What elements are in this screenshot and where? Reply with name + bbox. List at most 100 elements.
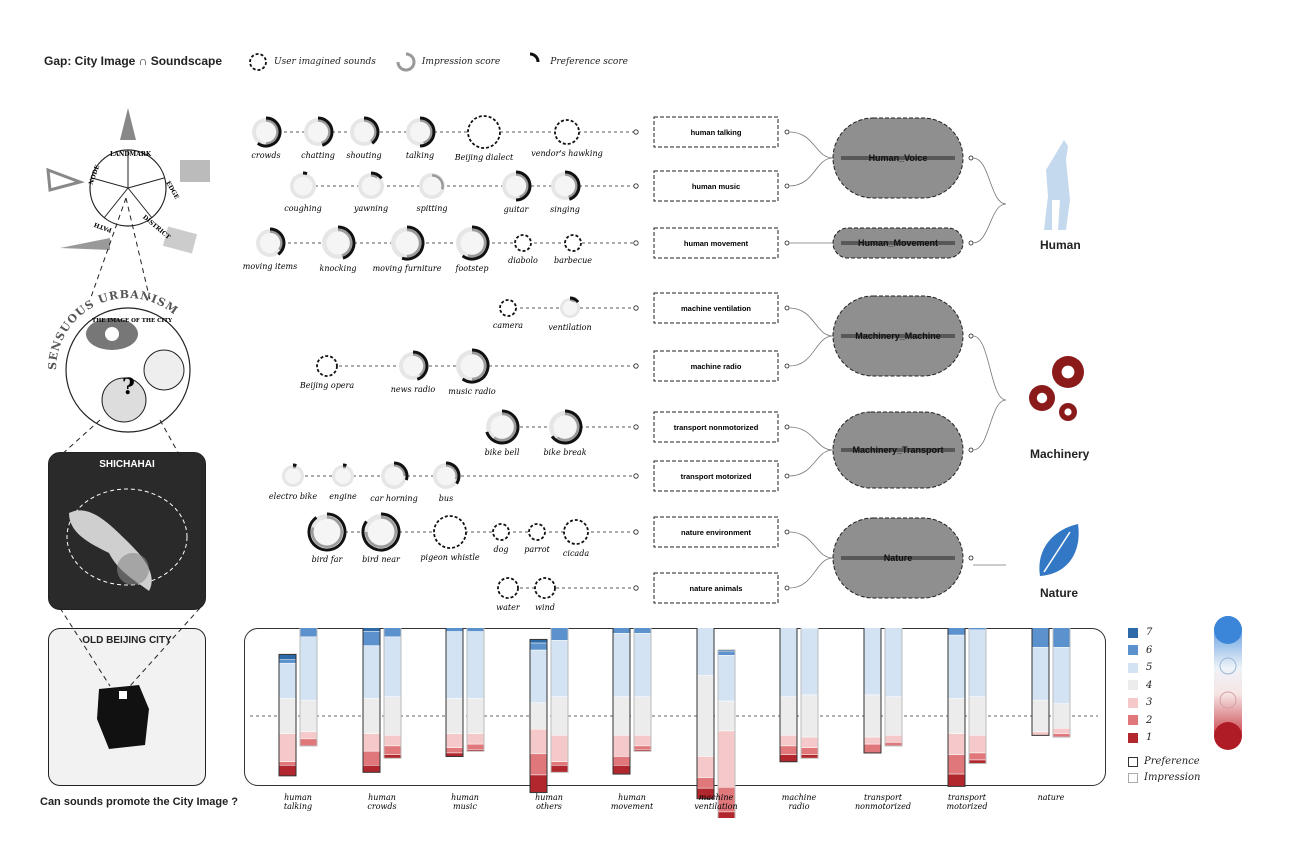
- category-label: transport motorized: [681, 472, 752, 481]
- bar-segment-preference-level-7: [278, 654, 297, 660]
- category-tick-label: human: [535, 793, 563, 802]
- bar-segment-impression-level-6: [1052, 628, 1071, 648]
- bar-segment-preference-level-4: [696, 675, 715, 757]
- cluster-link: [788, 131, 834, 159]
- scale-item-3: 3: [1128, 694, 1152, 712]
- bar-segment-preference-level-3: [947, 733, 966, 755]
- bar-segment-impression-level-4: [466, 698, 485, 734]
- bar-segment-preference-level-5: [696, 628, 715, 676]
- chart-frame: [244, 628, 1106, 786]
- bar-segment-preference-level-3: [779, 735, 798, 747]
- bar-segment-impression-level-4: [968, 696, 987, 736]
- bar-segment-impression-level-2: [633, 745, 652, 750]
- row-endpoint: [633, 129, 639, 135]
- scale-swatch: [1128, 627, 1138, 638]
- bar-segment-impression-level-5: [466, 631, 485, 699]
- old-city-label: OLD BEIJING CITY: [82, 635, 172, 646]
- legend-preference-text: Preference: [1144, 756, 1200, 767]
- bar-segment-impression-level-5: [884, 628, 903, 697]
- shichahai-map: SHICHAHAI: [48, 452, 206, 610]
- bar-segment-impression-level-3: [466, 733, 485, 745]
- group-human-label: Human: [1040, 238, 1081, 252]
- category-box: machine ventilation: [653, 292, 790, 324]
- scale-value: 6: [1146, 644, 1153, 656]
- scale-swatch: [1128, 680, 1138, 691]
- sound-label: bike break: [543, 448, 586, 457]
- sound-label: barbecue: [554, 256, 592, 265]
- sound-label: Beijing opera: [299, 381, 355, 390]
- landmark-icon: [120, 108, 136, 140]
- sound-label: diabolo: [508, 256, 538, 265]
- sound-label: bird near: [362, 555, 401, 564]
- bar-segment-impression-level-4: [633, 696, 652, 736]
- sound-label: bus: [439, 494, 453, 503]
- category-label: transport nonmotorized: [674, 423, 759, 432]
- group-link: [972, 335, 1007, 401]
- sound-node-news-radio: news radio: [391, 350, 435, 394]
- sound-node-moving-furniture: moving furniture: [373, 225, 442, 273]
- stacked-bar-chart: humantalkinghumancrowdshumanmusichumanot…: [250, 628, 1098, 818]
- bar-segment-preference-level-5: [612, 633, 631, 697]
- category-tick-label: human: [618, 793, 646, 802]
- bar-outline-preference: [612, 628, 631, 775]
- category-tick-label: transport: [864, 793, 903, 802]
- bar-segment-impression-level-6: [717, 651, 736, 656]
- row-endpoint: [633, 305, 639, 311]
- sound-label: crowds: [251, 151, 280, 160]
- category-label: nature environment: [681, 528, 752, 537]
- sound-node-bird-far: bird far: [307, 512, 347, 564]
- bar-segment-impression-level-2: [800, 747, 819, 755]
- bar-segment-preference-level-5: [445, 631, 464, 699]
- legend-impression-label: Impression score: [421, 57, 501, 67]
- sound-node-footstep: footstep: [455, 225, 490, 273]
- bar-segment-impression-level-6: [633, 628, 652, 634]
- sad-face-icon: [1219, 691, 1237, 709]
- scale-swatch: [1128, 645, 1138, 656]
- impression-icon: [396, 52, 416, 72]
- bar-segment-preference-level-5: [947, 634, 966, 699]
- scale-item-2: 2: [1128, 712, 1152, 730]
- bar-segment-preference-level-5: [863, 628, 882, 696]
- category-box: human movement: [653, 227, 790, 259]
- category-label: human talking: [691, 128, 742, 137]
- scale-value: 1: [1146, 732, 1153, 744]
- bar-segment-impression-level-4: [884, 696, 903, 736]
- sound-node-bike-bell: bike bell: [485, 409, 520, 457]
- category-label: nature animals: [690, 584, 743, 593]
- bar-segment-preference-level-2: [612, 756, 631, 766]
- bar-outline-impression: [550, 628, 569, 773]
- category-box: transport nonmotorized: [653, 411, 790, 443]
- bar-segment-preference-level-3: [1031, 731, 1050, 736]
- bar-outline-preference: [362, 628, 381, 773]
- leaf-icon: [1039, 524, 1079, 576]
- image-of-city-label: THE IMAGE OF THE CITY: [92, 318, 172, 324]
- bar-segment-preference-level-6: [445, 628, 464, 632]
- category-box: machine radio: [653, 350, 790, 382]
- sound-node-ventilation: ventilation: [548, 296, 592, 332]
- cluster-link: [788, 426, 834, 451]
- legend-preference-label: Preference score: [550, 57, 628, 67]
- sound-node-talking: talking: [406, 116, 436, 160]
- cluster-link: [788, 531, 834, 559]
- sound-node-shouting: shouting: [346, 116, 382, 160]
- bar-segment-impression-level-4: [800, 694, 819, 738]
- category-tick-label: nonmotorized: [855, 802, 911, 811]
- bar-segment-preference-level-1: [947, 773, 966, 787]
- category-tick-label: radio: [788, 802, 809, 811]
- sound-node-diabolo: diabolo: [508, 234, 538, 265]
- cluster-human-voice: Human_Voice: [832, 117, 974, 199]
- group-machinery-label: Machinery: [1030, 447, 1090, 461]
- bar-segment-impression-level-3: [1052, 728, 1071, 734]
- bar-segment-impression-level-4: [550, 696, 569, 736]
- sound-node-spitting: spitting: [416, 173, 448, 213]
- bar-segment-preference-level-2: [362, 750, 381, 766]
- bar-segment-preference-level-1: [612, 765, 631, 775]
- sound-label: shouting: [346, 151, 381, 160]
- preference-icon: [530, 52, 540, 63]
- category-tick-label: talking: [284, 802, 312, 811]
- bar-segment-preference-level-1: [529, 774, 548, 793]
- cluster-link: [788, 157, 834, 187]
- sound-node-pigeon-whistle: pigeon whistle: [420, 515, 480, 562]
- bar-outline-impression: [968, 628, 987, 765]
- group-link: [972, 203, 1007, 244]
